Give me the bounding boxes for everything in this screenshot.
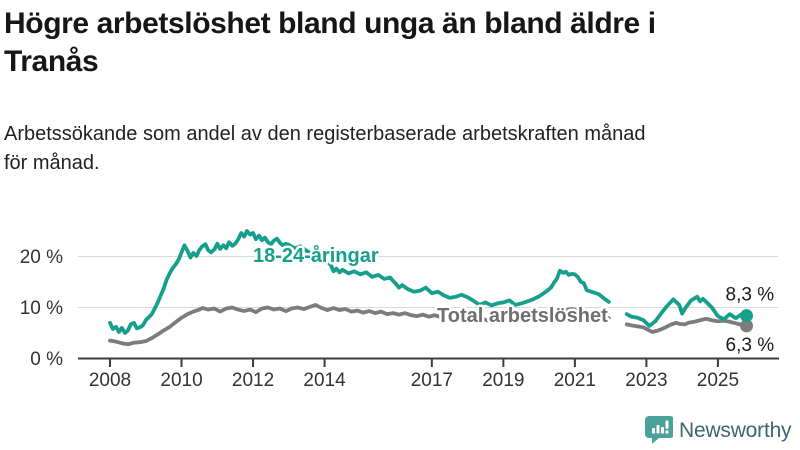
x-tick-label: 2017 xyxy=(411,370,453,391)
x-tick-label: 2014 xyxy=(303,370,346,391)
series-end-dot xyxy=(740,309,754,323)
x-tick-label: 2012 xyxy=(232,370,274,391)
x-tick-label: 2021 xyxy=(554,370,596,391)
end-value-label: 6,3 % xyxy=(726,335,775,356)
y-tick-label: 10 % xyxy=(20,298,63,319)
series-label: 18-24-åringar xyxy=(253,244,379,267)
series-line xyxy=(624,294,749,328)
y-tick-label: 0 % xyxy=(30,349,63,370)
x-tick-label: 2008 xyxy=(89,370,131,391)
series-line xyxy=(108,229,611,335)
chart-subtitle: Arbetssökande som andel av den registerb… xyxy=(4,123,646,174)
x-tick-label: 2025 xyxy=(697,370,739,391)
series-label: Total arbetslöshet xyxy=(437,305,608,327)
series-line xyxy=(624,316,749,334)
x-tick-label: 2023 xyxy=(625,370,667,391)
series-line xyxy=(108,303,611,347)
x-tick-label: 2019 xyxy=(482,370,524,391)
brand-wordmark: Newsworthy xyxy=(679,419,792,442)
x-tick-label: 2010 xyxy=(160,370,202,391)
series-end-dot xyxy=(740,319,754,333)
y-tick-label: 20 % xyxy=(20,247,63,268)
newsworthy-icon xyxy=(645,416,673,444)
end-value-label: 8,3 % xyxy=(726,285,775,306)
chart-title: Högre arbetslöshet bland unga än bland ä… xyxy=(4,7,656,79)
